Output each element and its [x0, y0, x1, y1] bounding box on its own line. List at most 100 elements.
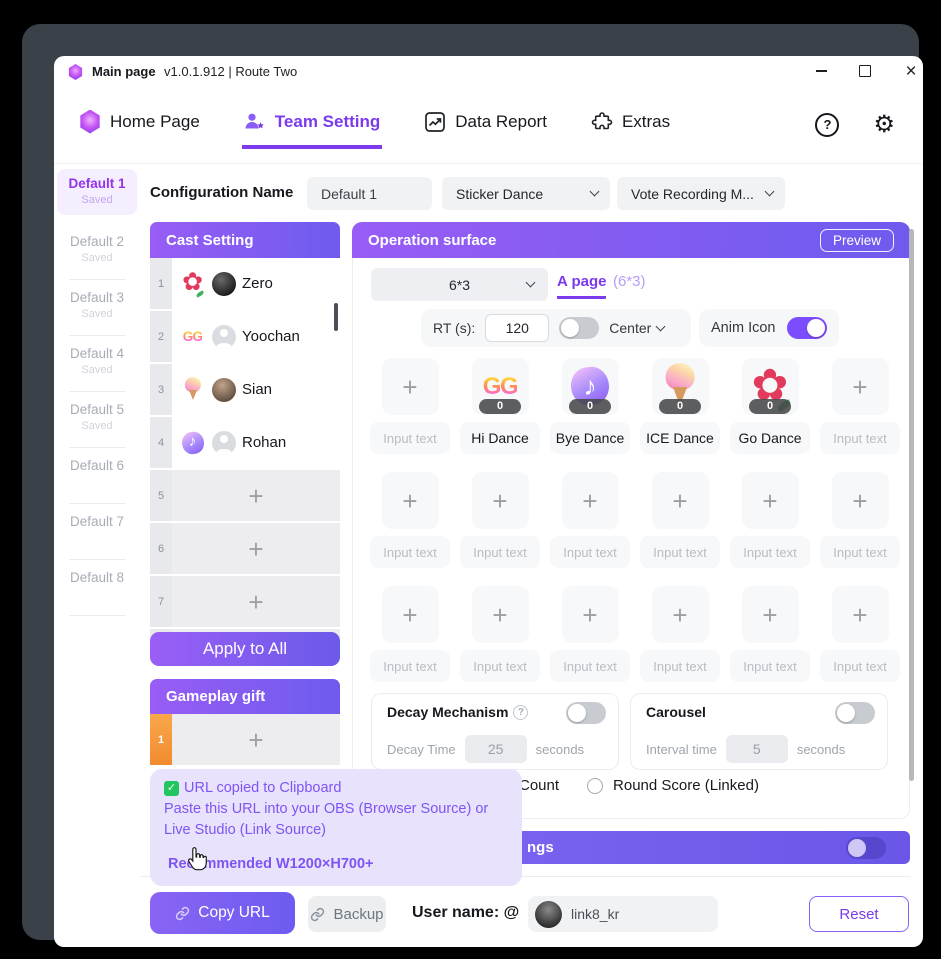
apply-to-all-button[interactable]: Apply to All [150, 632, 340, 666]
gift-label[interactable]: Input text [640, 650, 720, 682]
rt-input[interactable]: 120 [485, 314, 550, 342]
gift-label[interactable]: Input text [460, 650, 540, 682]
count-badge: 0 [479, 399, 521, 414]
configuration-name-input[interactable]: Default 1 [307, 177, 432, 210]
cast-scrollbar[interactable] [334, 303, 338, 331]
plus-icon [492, 602, 507, 628]
gift-slot[interactable]: 0 [741, 358, 799, 415]
gift-label[interactable]: Input text [820, 650, 900, 682]
gift-label[interactable]: Input text [820, 536, 900, 568]
profile-item[interactable]: Default 5 Saved [57, 394, 137, 450]
gift-label[interactable]: Input text [460, 536, 540, 568]
cast-empty-row[interactable]: 6 [150, 523, 340, 574]
gift-slot[interactable] [651, 472, 709, 529]
gift-slot[interactable]: 0 [651, 358, 709, 415]
tab-home-page[interactable]: Home Page [77, 100, 202, 150]
radio-round-score[interactable] [587, 777, 604, 794]
gift-slot[interactable]: 0 [561, 358, 619, 415]
gift-slot[interactable] [831, 586, 889, 643]
gift-label[interactable]: Hi Dance [460, 422, 540, 454]
gift-label[interactable]: Bye Dance [550, 422, 630, 454]
plus-icon [672, 488, 687, 514]
backup-button[interactable]: Backup [308, 896, 386, 932]
radio-round-score-label[interactable]: Round Score (Linked) [613, 777, 759, 794]
maximize-icon[interactable] [850, 58, 880, 84]
gift-slot[interactable] [381, 358, 439, 415]
username-field[interactable]: link8_kr [528, 896, 718, 932]
gift-label[interactable]: Input text [550, 536, 630, 568]
gift-slot[interactable] [471, 472, 529, 529]
minimize-icon[interactable] [806, 58, 836, 84]
anim-icon-toggle[interactable] [787, 317, 827, 339]
gift-label[interactable]: Input text [370, 422, 450, 454]
gift-label[interactable]: Input text [640, 536, 720, 568]
gift-slot[interactable] [831, 472, 889, 529]
gift-slot[interactable] [561, 472, 619, 529]
preview-button[interactable]: Preview [819, 228, 894, 252]
gift-slot[interactable] [561, 586, 619, 643]
nav-right-icons [815, 86, 923, 163]
plus-icon [762, 602, 777, 628]
decay-toggle[interactable] [566, 702, 606, 724]
gift-label[interactable]: Input text [370, 536, 450, 568]
settings-bar-toggle[interactable] [846, 836, 886, 859]
gift-cell: Input text [460, 586, 540, 682]
tab-team-setting[interactable]: Team Setting [241, 101, 383, 149]
interval-input[interactable]: 5 [725, 735, 788, 763]
gift-slot[interactable] [381, 472, 439, 529]
profile-item[interactable]: Default 4 Saved [57, 338, 137, 394]
profile-item[interactable]: Default 3 Saved [57, 282, 137, 338]
chevron-down-icon[interactable] [655, 321, 666, 331]
cast-member-row[interactable]: 1 Zero [150, 258, 340, 309]
profile-item[interactable]: Default 2 Saved [57, 226, 137, 282]
tab-a-page[interactable]: A page [557, 273, 607, 299]
tab-extras[interactable]: Extras [589, 101, 672, 149]
gift-label[interactable]: ICE Dance [640, 422, 720, 454]
gift-slot[interactable] [651, 586, 709, 643]
vote-mode-select[interactable]: Vote Recording M... [617, 177, 785, 210]
cast-empty-row[interactable]: 7 [150, 576, 340, 627]
gift-slot[interactable] [471, 586, 529, 643]
gift-slot[interactable] [741, 472, 799, 529]
gift-label[interactable]: Input text [730, 650, 810, 682]
cast-member-row[interactable]: 4 Rohan [150, 417, 340, 468]
gameplay-gift-row[interactable]: 1 [150, 714, 340, 765]
cast-empty-row[interactable]: 5 [150, 470, 340, 521]
profile-item[interactable]: Default 1 Saved [57, 169, 137, 215]
help-icon[interactable] [815, 112, 840, 137]
dance-mode-select[interactable]: Sticker Dance [442, 177, 610, 210]
cast-member-row[interactable]: 2 Yoochan [150, 311, 340, 362]
copy-url-button[interactable]: Copy URL [150, 892, 295, 934]
gift-icon [179, 270, 206, 297]
profile-item[interactable]: Default 6 [57, 450, 137, 506]
gift-slot[interactable] [381, 586, 439, 643]
cast-member-row[interactable]: 3 Sian [150, 364, 340, 415]
gift-label[interactable]: Input text [820, 422, 900, 454]
rt-toggle[interactable] [559, 317, 600, 339]
gear-icon[interactable] [873, 113, 895, 137]
reset-button[interactable]: Reset [809, 896, 909, 932]
main-scrollbar[interactable] [909, 229, 914, 781]
member-name: Yoochan [242, 328, 300, 345]
check-icon [164, 781, 179, 796]
gift-label[interactable]: Input text [550, 650, 630, 682]
gift-slot[interactable]: 0 [471, 358, 529, 415]
carousel-toggle[interactable] [835, 702, 875, 724]
question-icon[interactable] [513, 704, 529, 720]
gift-label[interactable]: Input text [730, 536, 810, 568]
gift-label[interactable]: Input text [370, 650, 450, 682]
gift-label[interactable]: Go Dance [730, 422, 810, 454]
profile-item[interactable]: Default 8 [57, 562, 137, 618]
gift-slot[interactable] [831, 358, 889, 415]
profile-item[interactable]: Default 7 [57, 506, 137, 562]
close-icon[interactable] [896, 58, 923, 84]
gift-slot[interactable] [741, 586, 799, 643]
tab-data-report[interactable]: Data Report [422, 101, 549, 149]
plus-icon [248, 483, 263, 509]
link-icon [176, 906, 190, 920]
decay-time-input[interactable]: 25 [464, 735, 527, 763]
layout-select[interactable]: 6*3 [371, 268, 548, 301]
gift-icon [179, 323, 206, 350]
radio-count-label[interactable]: Count [519, 777, 560, 794]
